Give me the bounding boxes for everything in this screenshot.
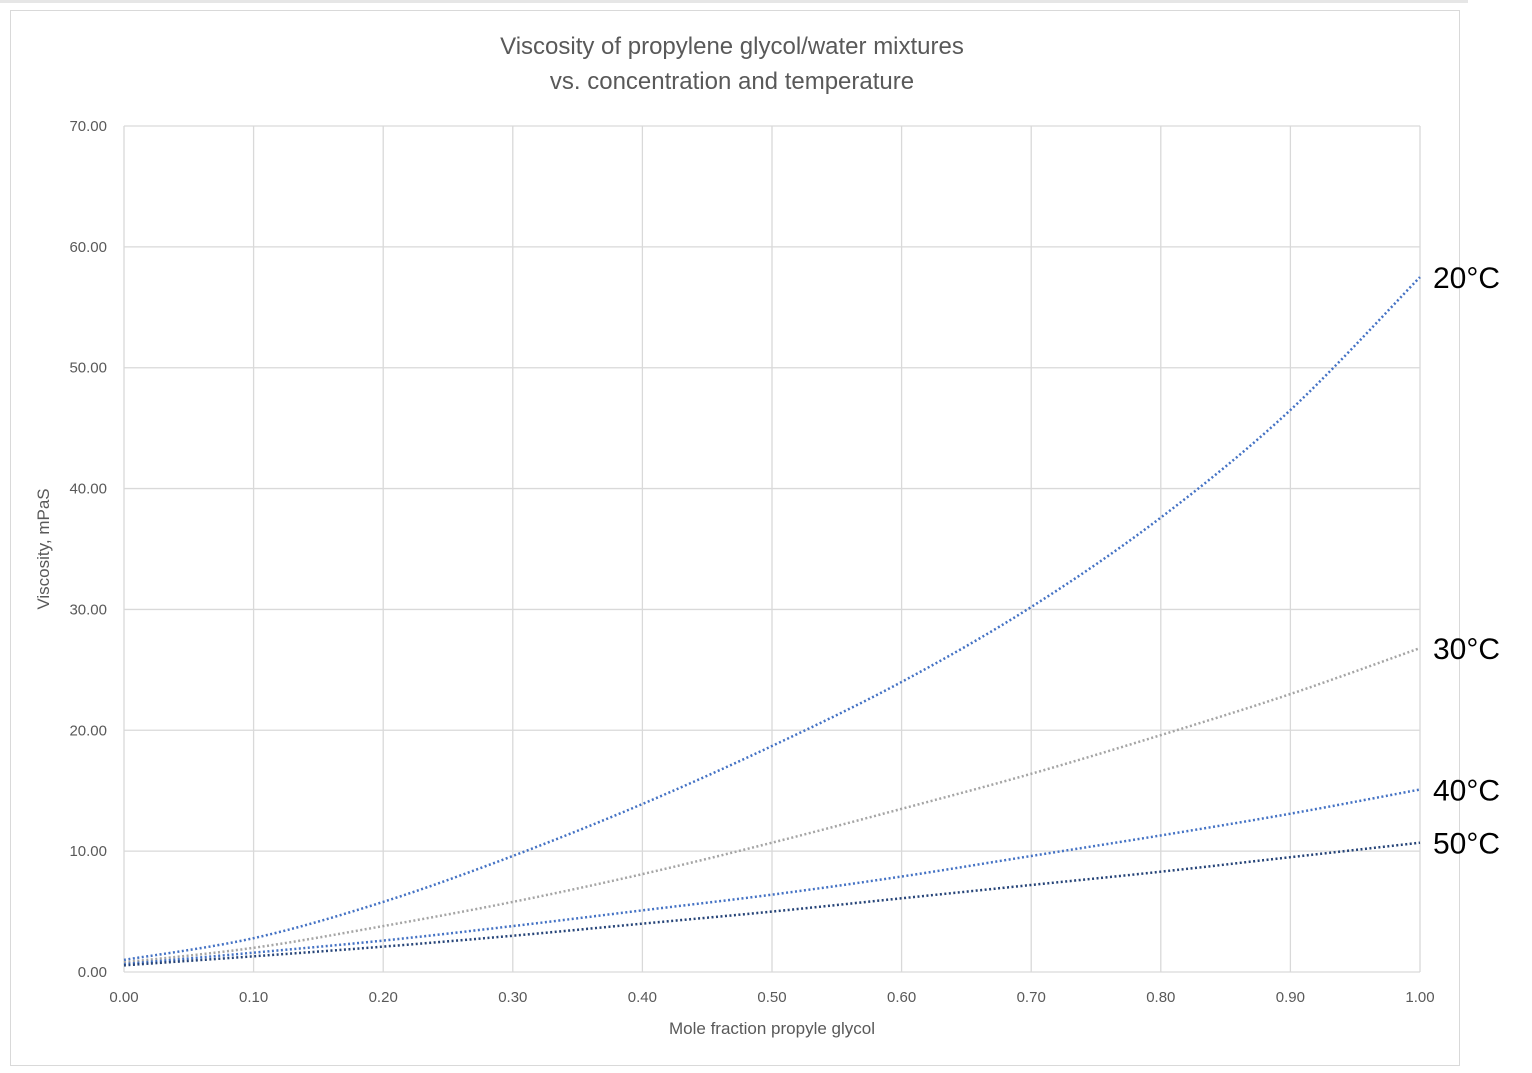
series-label: 50°C xyxy=(1433,828,1500,861)
y-tick-label: 50.00 xyxy=(69,360,107,377)
x-tick-label: 0.00 xyxy=(109,989,138,1006)
y-tick-label: 40.00 xyxy=(69,481,107,498)
y-tick-label: 70.00 xyxy=(69,118,107,135)
chart-frame xyxy=(10,10,1460,1066)
x-tick-label: 0.40 xyxy=(628,989,657,1006)
x-tick-labels: 0.00 0.10 0.20 0.30 0.40 0.50 0.60 0.70 0.80 0.90… xyxy=(109,989,1434,1006)
x-tick-label: 0.70 xyxy=(1017,989,1046,1006)
x-tick-label: 0.50 xyxy=(757,989,786,1006)
chart-subtitle: vs. concentration and temperature xyxy=(550,68,914,95)
series-lines xyxy=(123,276,1421,967)
x-tick-label: 0.80 xyxy=(1146,989,1175,1006)
top-border-line xyxy=(0,0,1468,3)
x-tick-label: 0.60 xyxy=(887,989,916,1006)
series-label: 20°C xyxy=(1433,262,1500,295)
y-tick-label: 10.00 xyxy=(69,843,107,860)
y-tick-label: 30.00 xyxy=(69,601,107,618)
series-line-40c xyxy=(123,788,1421,966)
series-label: 40°C xyxy=(1433,775,1500,808)
x-tick-label: 0.30 xyxy=(498,989,527,1006)
series-line-20c xyxy=(123,276,1421,962)
series-line-30c xyxy=(123,646,1421,964)
y-tick-label: 0.00 xyxy=(78,964,107,981)
gridlines xyxy=(123,125,1421,973)
x-tick-label: 0.20 xyxy=(369,989,398,1006)
x-tick-label: 0.10 xyxy=(239,989,268,1006)
chart-title: Viscosity of propylene glycol/water mixt… xyxy=(500,33,964,60)
y-tick-labels: 0.00 10.00 20.00 30.00 40.00 50.00 60.00 70.00 xyxy=(69,118,107,981)
series-label: 30°C xyxy=(1433,633,1500,666)
y-tick-label: 20.00 xyxy=(69,722,107,739)
y-axis-title: Viscosity, mPaS xyxy=(34,488,53,609)
y-tick-label: 60.00 xyxy=(69,239,107,256)
x-tick-label: 1.00 xyxy=(1405,989,1434,1006)
series-line-50c xyxy=(123,841,1421,967)
x-axis-title: Mole fraction propyle glycol xyxy=(669,1019,875,1038)
x-tick-label: 0.90 xyxy=(1276,989,1305,1006)
series-labels: 20°C 30°C 40°C 50°C xyxy=(1433,262,1500,861)
